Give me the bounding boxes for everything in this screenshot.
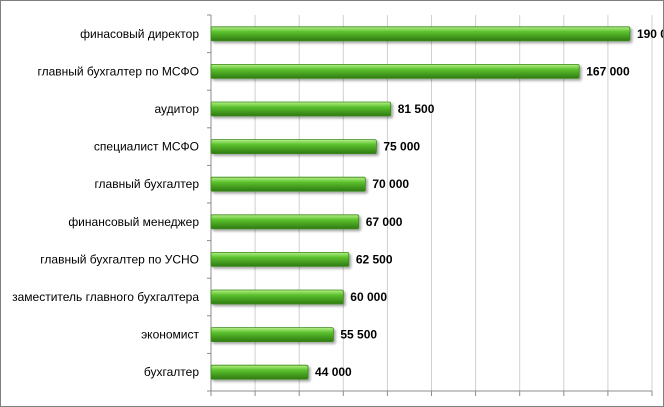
- bar: [210, 251, 350, 267]
- value-label: 167 000: [586, 64, 630, 78]
- value-label: 60 000: [350, 290, 387, 304]
- value-label: 44 000: [315, 365, 352, 379]
- bar: [210, 139, 377, 155]
- bar: [210, 364, 309, 380]
- value-label: 67 000: [366, 215, 403, 229]
- category-label: финансовый менеджер: [68, 215, 199, 229]
- category-label: финасовый директор: [80, 27, 199, 41]
- bars: [210, 26, 631, 380]
- value-label: 81 500: [398, 102, 435, 116]
- category-label: главный бухгалтер: [94, 177, 199, 191]
- category-label: главный бухгалтер по УСНО: [40, 252, 199, 266]
- bar: [210, 176, 366, 192]
- bar: [210, 214, 360, 230]
- bar: [210, 26, 631, 42]
- category-label: специалист МСФО: [94, 140, 199, 154]
- category-label: заместитель главного бухгалтера: [12, 290, 199, 304]
- value-label: 55 500: [340, 328, 377, 342]
- value-label: 75 000: [383, 140, 420, 154]
- category-label: главный бухгалтер по МСФО: [37, 64, 199, 78]
- category-label: аудитор: [154, 102, 199, 116]
- bar: [210, 64, 580, 79]
- category-label: экономист: [141, 328, 199, 342]
- bar: [210, 289, 344, 305]
- bar: [210, 101, 392, 117]
- bar: [210, 327, 334, 343]
- value-label: 62 500: [356, 252, 393, 266]
- value-label: 190 000: [637, 27, 663, 41]
- category-label: бухгалтер: [144, 365, 199, 379]
- value-label: 70 000: [372, 177, 409, 191]
- value-labels: 190 000 167 000 81 500 75 000 70 000 67 000 62…: [315, 27, 663, 379]
- category-labels: финасовый директор главный бухгалтер по М…: [12, 27, 199, 379]
